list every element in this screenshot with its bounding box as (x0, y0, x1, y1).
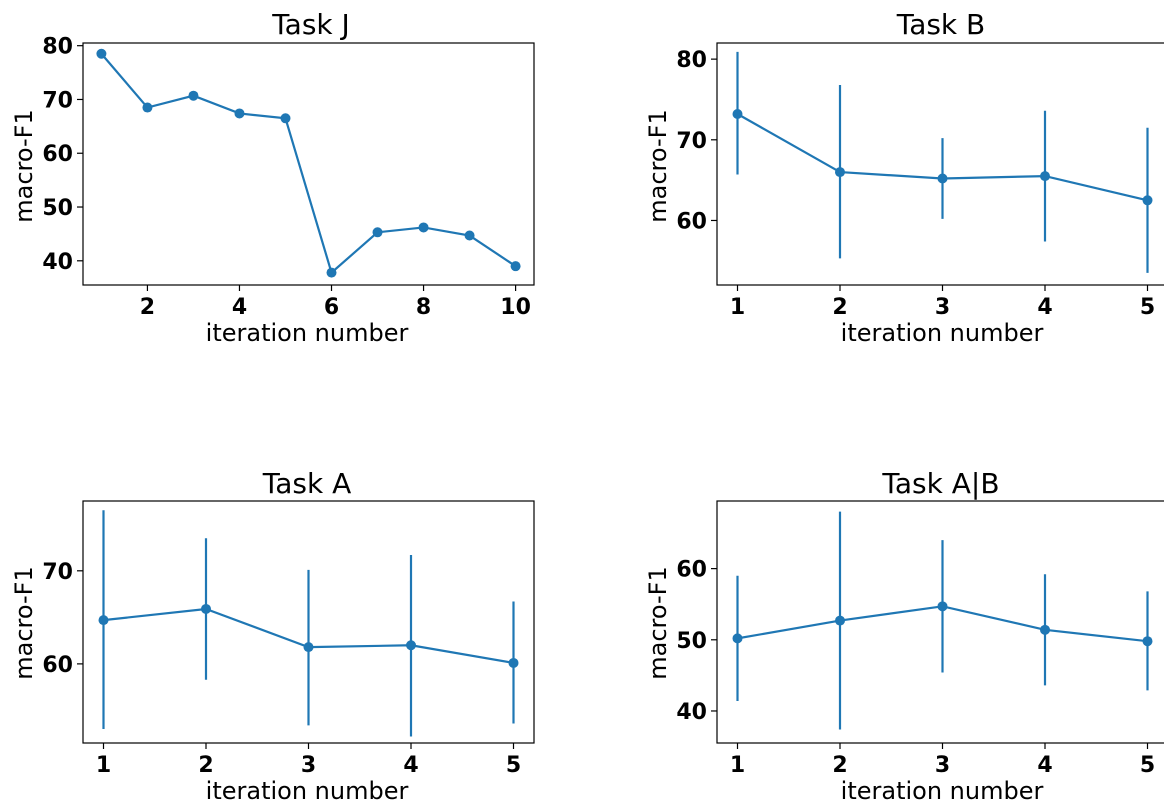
x-axis-label: iteration number (206, 777, 409, 805)
y-tick-label: 60 (676, 558, 707, 583)
y-tick-label: 70 (42, 560, 73, 585)
x-tick-label: 4 (232, 295, 247, 320)
data-point (465, 231, 475, 241)
data-point (142, 103, 152, 113)
data-point (188, 91, 198, 101)
axes-frame (717, 501, 1164, 743)
data-point (835, 167, 845, 177)
y-tick-label: 50 (42, 196, 73, 221)
data-point (96, 49, 106, 59)
y-axis-label: macro-F1 (644, 109, 672, 222)
x-tick-label: 1 (96, 753, 111, 778)
x-tick-label: 10 (500, 295, 531, 320)
y-tick-label: 70 (42, 88, 73, 113)
y-tick-label: 40 (42, 250, 73, 275)
y-axis-label: macro-F1 (10, 566, 38, 679)
x-axis-label: iteration number (206, 319, 409, 347)
y-tick-label: 80 (676, 48, 707, 73)
data-point (201, 604, 211, 614)
data-point (1040, 171, 1050, 181)
x-tick-label: 4 (1037, 295, 1052, 320)
data-point (419, 222, 429, 232)
data-point (327, 268, 337, 278)
data-point (373, 227, 383, 237)
data-point (1040, 625, 1050, 635)
series-line (101, 54, 515, 273)
y-tick-label: 60 (676, 209, 707, 234)
axes-frame (717, 43, 1164, 285)
subplot-title: Task J (271, 8, 350, 41)
data-point (835, 616, 845, 626)
y-tick-label: 70 (676, 129, 707, 154)
y-tick-label: 60 (42, 142, 73, 167)
x-tick-label: 1 (730, 295, 745, 320)
x-tick-label: 5 (1140, 753, 1155, 778)
subplot-task-b: Task B macro-F1 iteration number 1 2 3 4 5 60… (644, 8, 1164, 347)
y-axis-label: macro-F1 (10, 109, 38, 222)
x-tick-label: 2 (198, 753, 213, 778)
data-point (733, 109, 743, 119)
data-point (1143, 636, 1153, 646)
data-point (99, 615, 109, 625)
subplot-task-a: Task A macro-F1 iteration number 1 2 3 4 5 60… (10, 467, 534, 805)
y-tick-label: 80 (42, 35, 73, 60)
y-tick-label: 40 (676, 700, 707, 725)
data-point (733, 633, 743, 643)
x-tick-label: 2 (832, 295, 847, 320)
subplot-task-a-or-b: Task A|B macro-F1 iteration number 1 2 3 4 5… (644, 467, 1164, 805)
x-tick-label: 8 (416, 295, 431, 320)
x-tick-label: 5 (506, 753, 521, 778)
data-point (280, 113, 290, 123)
x-tick-label: 2 (832, 753, 847, 778)
data-point (938, 601, 948, 611)
axes-frame (83, 43, 534, 285)
x-tick-label: 3 (935, 295, 950, 320)
data-point (234, 108, 244, 118)
x-tick-label: 1 (730, 753, 745, 778)
x-tick-label: 3 (935, 753, 950, 778)
x-tick-label: 5 (1140, 295, 1155, 320)
y-axis-label: macro-F1 (644, 566, 672, 679)
x-tick-label: 4 (1037, 753, 1052, 778)
data-point (1143, 195, 1153, 205)
data-point (509, 658, 519, 668)
y-tick-label: 60 (42, 653, 73, 678)
subplot-title: Task A (262, 467, 351, 500)
x-axis-label: iteration number (841, 319, 1044, 347)
subplot-title: Task B (896, 8, 986, 41)
data-point (938, 174, 948, 184)
x-tick-label: 6 (324, 295, 339, 320)
data-point (511, 261, 521, 271)
data-point (406, 640, 416, 650)
subplot-task-j: Task J macro-F1 iteration number 2 4 6 8 10 4… (10, 8, 534, 347)
x-tick-label: 4 (403, 753, 418, 778)
x-axis-label: iteration number (841, 777, 1044, 805)
y-tick-label: 50 (676, 629, 707, 654)
subplot-title: Task A|B (881, 467, 999, 500)
x-tick-label: 2 (140, 295, 155, 320)
data-point (304, 642, 314, 652)
x-tick-label: 3 (301, 753, 316, 778)
